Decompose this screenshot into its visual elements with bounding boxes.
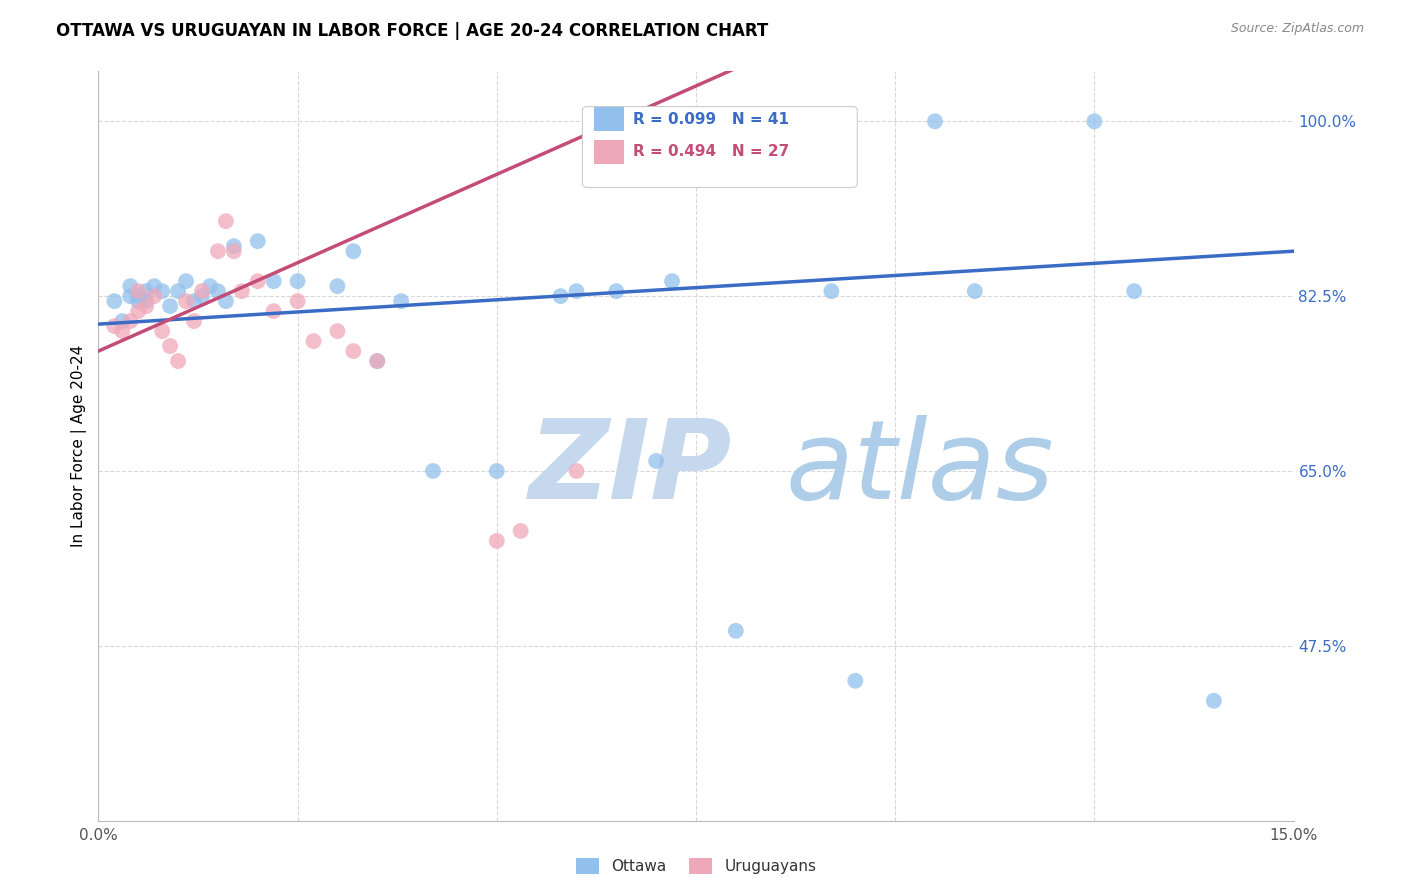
Point <box>485 464 508 478</box>
Point <box>263 304 285 318</box>
Point <box>1083 114 1105 128</box>
Text: atlas: atlas <box>786 415 1054 522</box>
Point <box>207 244 229 259</box>
Point <box>661 274 683 288</box>
Point <box>509 524 531 538</box>
Text: R = 0.099   N = 41: R = 0.099 N = 41 <box>633 112 789 127</box>
Point <box>127 284 149 298</box>
Point <box>844 673 866 688</box>
Point <box>215 294 238 309</box>
Point <box>135 284 157 298</box>
Point <box>183 314 205 328</box>
Point <box>342 344 364 359</box>
Point <box>127 304 149 318</box>
Point <box>222 244 245 259</box>
Point <box>111 314 134 328</box>
Point <box>342 244 364 259</box>
Point <box>103 294 125 309</box>
Point <box>215 214 238 228</box>
Bar <box>595 107 624 131</box>
Point <box>565 464 588 478</box>
Point <box>150 324 173 338</box>
Point <box>191 289 214 303</box>
Point <box>174 274 197 288</box>
Point <box>111 324 134 338</box>
Point <box>263 274 285 288</box>
Y-axis label: In Labor Force | Age 20-24: In Labor Force | Age 20-24 <box>72 345 87 547</box>
Point <box>167 284 190 298</box>
Point <box>550 289 572 303</box>
Point <box>207 284 229 298</box>
Point <box>174 294 197 309</box>
Point <box>198 279 221 293</box>
Point <box>645 454 668 468</box>
FancyBboxPatch shape <box>582 106 858 187</box>
Point <box>1202 694 1225 708</box>
Text: R = 0.494   N = 27: R = 0.494 N = 27 <box>633 144 789 159</box>
Point <box>287 274 309 288</box>
Point <box>963 284 986 298</box>
Point <box>366 354 388 368</box>
Point <box>159 299 181 313</box>
Point <box>167 354 190 368</box>
Text: OTTAWA VS URUGUAYAN IN LABOR FORCE | AGE 20-24 CORRELATION CHART: OTTAWA VS URUGUAYAN IN LABOR FORCE | AGE… <box>56 22 769 40</box>
Point <box>422 464 444 478</box>
Point <box>159 339 181 353</box>
Point <box>605 284 627 298</box>
Point <box>820 284 842 298</box>
Text: ZIP: ZIP <box>529 415 733 522</box>
Point <box>120 279 142 293</box>
Point <box>120 314 142 328</box>
Point <box>103 319 125 334</box>
Point <box>924 114 946 128</box>
Bar <box>595 139 624 163</box>
Point <box>326 324 349 338</box>
Point <box>565 284 588 298</box>
Text: Source: ZipAtlas.com: Source: ZipAtlas.com <box>1230 22 1364 36</box>
Point <box>135 299 157 313</box>
Point <box>231 284 253 298</box>
Legend: Ottawa, Uruguayans: Ottawa, Uruguayans <box>569 852 823 880</box>
Point <box>302 334 325 348</box>
Point <box>389 294 412 309</box>
Point <box>366 354 388 368</box>
Point <box>143 289 166 303</box>
Point <box>127 294 149 309</box>
Point <box>183 294 205 309</box>
Point <box>120 289 142 303</box>
Point <box>326 279 349 293</box>
Point <box>135 294 157 309</box>
Point <box>191 284 214 298</box>
Point <box>222 239 245 253</box>
Point <box>143 279 166 293</box>
Point <box>150 284 173 298</box>
Point <box>287 294 309 309</box>
Point <box>1123 284 1146 298</box>
Point <box>127 289 149 303</box>
Point <box>246 274 269 288</box>
Point <box>246 234 269 248</box>
Point <box>485 533 508 548</box>
Point <box>724 624 747 638</box>
